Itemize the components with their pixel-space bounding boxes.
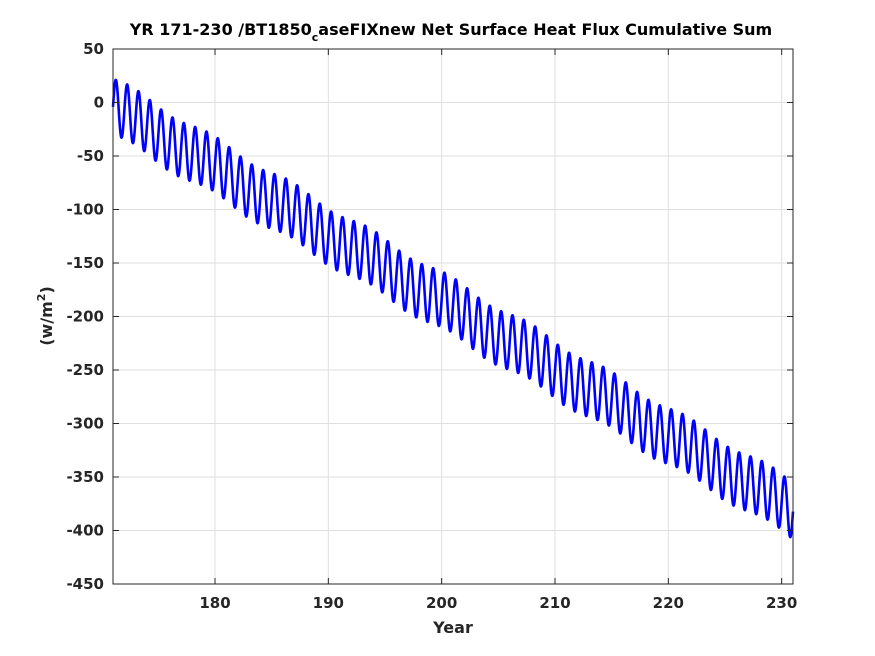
x-tick-label: 210 — [539, 594, 570, 612]
y-axis-label-superscript: 2 — [35, 294, 48, 302]
chart-title-rest: aseFIXnew Net Surface Heat Flux Cumulati… — [318, 20, 772, 39]
x-tick-label: 180 — [199, 594, 230, 612]
chart-title-subscript: c — [312, 31, 319, 44]
y-tick-label: -400 — [66, 522, 104, 540]
x-tick-label: 220 — [653, 594, 684, 612]
chart-title-main: YR 171-230 /BT1850 — [129, 20, 312, 39]
x-tick-label: 200 — [426, 594, 457, 612]
y-axis-label: (w/m2) — [35, 286, 56, 346]
y-tick-label: -350 — [66, 468, 104, 486]
ticks-layer: 180 190 200 210 220 230 50 0 -50 -100 -150 -200 -250… — [66, 40, 797, 612]
y-tick-label: -150 — [66, 254, 104, 272]
y-tick-label: -50 — [77, 147, 104, 165]
x-tick-label: 190 — [313, 594, 344, 612]
y-tick-label: -100 — [66, 201, 104, 219]
y-axis-label-close: ) — [37, 286, 56, 293]
x-tick-label: 230 — [766, 594, 797, 612]
x-axis-label: Year — [432, 618, 473, 637]
y-axis-label-main: (w/m — [37, 301, 56, 346]
series-line — [111, 78, 795, 539]
y-tick-label: -200 — [66, 308, 104, 326]
y-tick-label: 50 — [83, 40, 104, 58]
plot-area-border — [112, 48, 794, 585]
y-tick-label: -300 — [66, 415, 104, 433]
y-tick-label: -450 — [66, 575, 104, 593]
chart-title: YR 171-230 /BT1850caseFIXnew Net Surface… — [129, 20, 772, 44]
y-tick-label: -250 — [66, 361, 104, 379]
y-tick-label: 0 — [94, 94, 104, 112]
series-layer — [111, 78, 795, 539]
